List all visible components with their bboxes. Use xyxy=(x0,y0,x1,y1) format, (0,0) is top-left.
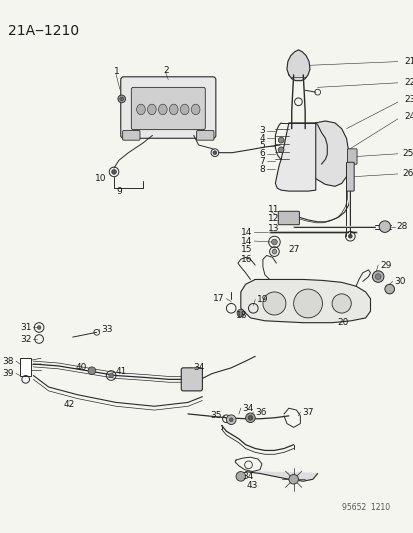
Text: 16: 16 xyxy=(240,255,252,264)
Text: 38: 38 xyxy=(2,357,14,366)
Text: 41: 41 xyxy=(116,367,127,376)
FancyBboxPatch shape xyxy=(131,87,205,130)
Ellipse shape xyxy=(169,104,178,115)
Text: 25: 25 xyxy=(401,149,413,158)
Circle shape xyxy=(271,249,276,254)
Circle shape xyxy=(112,169,116,174)
Text: 27: 27 xyxy=(288,245,299,254)
FancyBboxPatch shape xyxy=(20,358,31,376)
Text: 8: 8 xyxy=(259,165,264,174)
Circle shape xyxy=(262,292,285,315)
FancyBboxPatch shape xyxy=(346,162,353,191)
Text: 34: 34 xyxy=(242,403,254,413)
Text: 13: 13 xyxy=(267,224,278,233)
Circle shape xyxy=(271,239,277,245)
Ellipse shape xyxy=(136,104,145,115)
Text: 95652  1210: 95652 1210 xyxy=(341,503,389,512)
Circle shape xyxy=(245,413,254,423)
Polygon shape xyxy=(275,123,315,191)
Text: 34: 34 xyxy=(192,364,204,373)
Text: 26: 26 xyxy=(401,169,413,179)
Text: 29: 29 xyxy=(379,261,391,270)
Text: 23: 23 xyxy=(403,95,413,104)
Circle shape xyxy=(247,415,252,420)
Text: 20: 20 xyxy=(336,318,347,327)
FancyBboxPatch shape xyxy=(122,131,140,140)
Text: 34: 34 xyxy=(242,472,254,481)
Text: 2: 2 xyxy=(163,66,169,75)
Circle shape xyxy=(212,151,216,155)
Text: 30: 30 xyxy=(394,277,405,286)
Text: 33: 33 xyxy=(101,325,113,334)
Circle shape xyxy=(378,221,390,232)
Text: 37: 37 xyxy=(301,408,313,416)
Circle shape xyxy=(235,472,245,481)
Text: 10: 10 xyxy=(95,174,106,183)
FancyBboxPatch shape xyxy=(347,149,356,164)
Text: 32: 32 xyxy=(20,335,31,343)
Text: 19: 19 xyxy=(256,295,268,304)
Ellipse shape xyxy=(158,104,167,115)
Text: 36: 36 xyxy=(254,408,266,416)
Circle shape xyxy=(293,289,322,318)
Text: 4: 4 xyxy=(259,134,264,143)
Polygon shape xyxy=(286,50,309,80)
Circle shape xyxy=(118,95,125,103)
Ellipse shape xyxy=(191,104,199,115)
FancyBboxPatch shape xyxy=(121,77,215,138)
Text: 18: 18 xyxy=(235,311,247,319)
Text: 35: 35 xyxy=(210,411,221,421)
Circle shape xyxy=(88,367,95,375)
Ellipse shape xyxy=(147,104,156,115)
Circle shape xyxy=(372,271,383,282)
Text: 14: 14 xyxy=(240,228,252,237)
Text: 3: 3 xyxy=(259,126,264,135)
Text: 14: 14 xyxy=(240,237,252,246)
Text: 40: 40 xyxy=(76,364,87,373)
Polygon shape xyxy=(245,472,317,481)
Text: 43: 43 xyxy=(246,481,257,489)
Text: 11: 11 xyxy=(267,205,278,214)
Circle shape xyxy=(384,284,394,294)
Circle shape xyxy=(109,373,113,378)
Text: 31: 31 xyxy=(20,323,31,332)
Circle shape xyxy=(331,294,351,313)
FancyBboxPatch shape xyxy=(278,211,299,225)
Text: 42: 42 xyxy=(63,400,74,409)
Text: 6: 6 xyxy=(259,149,264,158)
Text: 15: 15 xyxy=(240,245,252,254)
Text: 7: 7 xyxy=(259,157,264,166)
Text: 9: 9 xyxy=(116,187,121,196)
Circle shape xyxy=(226,415,235,424)
Text: 39: 39 xyxy=(2,369,14,378)
Circle shape xyxy=(375,274,380,279)
Circle shape xyxy=(278,138,283,143)
Text: 21: 21 xyxy=(403,57,413,66)
Circle shape xyxy=(229,418,233,422)
Text: 28: 28 xyxy=(396,222,407,231)
Circle shape xyxy=(288,474,298,484)
FancyBboxPatch shape xyxy=(181,368,202,391)
Text: 5: 5 xyxy=(259,141,264,150)
Circle shape xyxy=(37,326,41,329)
Text: 21A‒1210: 21A‒1210 xyxy=(8,24,79,38)
Ellipse shape xyxy=(180,104,189,115)
Polygon shape xyxy=(240,279,370,322)
Text: 12: 12 xyxy=(267,214,278,223)
Polygon shape xyxy=(315,121,348,187)
Text: 24: 24 xyxy=(403,112,413,120)
Circle shape xyxy=(119,97,123,101)
Circle shape xyxy=(348,235,351,238)
Circle shape xyxy=(278,147,283,152)
Text: 17: 17 xyxy=(212,294,224,303)
Circle shape xyxy=(236,309,244,317)
Text: 22: 22 xyxy=(403,78,413,87)
Text: 1: 1 xyxy=(114,68,119,77)
FancyBboxPatch shape xyxy=(196,131,214,140)
